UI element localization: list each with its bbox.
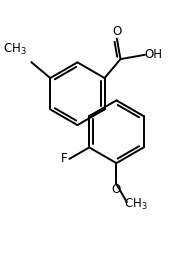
Text: O: O	[112, 25, 121, 38]
Text: CH$_3$: CH$_3$	[3, 42, 27, 57]
Text: O: O	[112, 183, 121, 196]
Text: CH$_3$: CH$_3$	[124, 197, 147, 212]
Text: OH: OH	[144, 48, 162, 61]
Text: F: F	[60, 152, 67, 165]
